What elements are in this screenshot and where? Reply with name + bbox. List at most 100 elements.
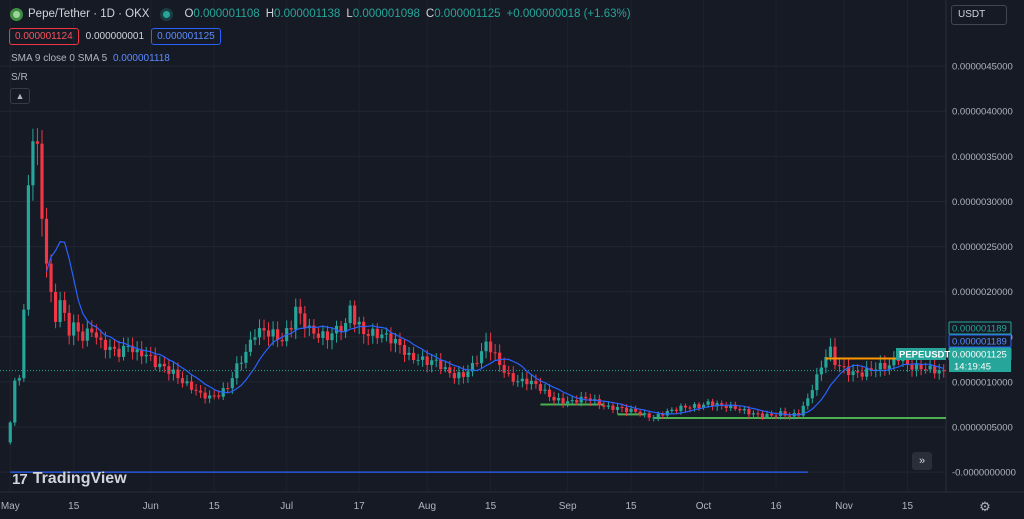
candle	[330, 328, 334, 350]
candle	[724, 402, 728, 412]
candle-body	[692, 404, 697, 408]
candles	[8, 128, 946, 445]
candle-body	[860, 372, 864, 377]
candle-body	[244, 351, 248, 363]
candle	[289, 320, 293, 338]
candle-body	[774, 415, 778, 417]
candle	[158, 356, 162, 373]
candle-body	[869, 368, 873, 371]
candle	[556, 393, 561, 406]
candle	[321, 325, 325, 346]
candle-body	[452, 373, 456, 379]
candle	[887, 358, 891, 375]
y-tick-label: 0.0000045000	[952, 62, 1013, 73]
symbol-title[interactable]: Pepe/Tether · 1D · OKX	[28, 8, 150, 20]
symbol-tag-text: PEPEUSDT	[899, 350, 950, 361]
candle	[362, 316, 366, 344]
candle-body	[937, 370, 941, 374]
candle	[683, 403, 688, 413]
x-tick-label: 15	[68, 501, 80, 512]
symbol-tag-box	[896, 348, 946, 360]
candle	[606, 401, 610, 410]
market-status-icon	[163, 10, 171, 18]
candle-body	[167, 366, 171, 374]
candle-body	[339, 325, 343, 333]
candle-body	[489, 341, 493, 353]
candle-body	[53, 291, 58, 322]
countdown-text: 14:19:45	[954, 362, 991, 373]
candle	[828, 338, 833, 362]
x-tick-label: Oct	[696, 501, 712, 512]
candle	[198, 384, 203, 399]
candle-body	[824, 356, 828, 368]
candle	[701, 402, 706, 410]
candle	[421, 350, 425, 367]
candle-body	[584, 396, 588, 399]
collapse-legend-button[interactable]: ▲	[10, 88, 30, 104]
currency-selector[interactable]: USDT	[951, 5, 1007, 25]
candle	[117, 340, 121, 363]
low-value: 0.000001098	[352, 8, 420, 20]
pepe-coin-icon	[10, 7, 23, 21]
candle	[819, 360, 823, 381]
candle	[203, 387, 207, 404]
candle	[566, 396, 570, 408]
candle	[312, 319, 316, 340]
candle	[729, 401, 733, 412]
candle	[670, 407, 674, 414]
candle	[733, 401, 737, 411]
candle-body	[72, 322, 76, 336]
candle-body	[720, 403, 724, 405]
candle-body	[516, 381, 520, 383]
candle-body	[729, 404, 733, 409]
candle	[597, 394, 601, 410]
candle	[837, 357, 842, 373]
buy-button[interactable]: 0.000001125	[151, 28, 221, 45]
candle	[760, 410, 765, 420]
candle-body	[203, 392, 207, 399]
candle-body	[398, 338, 402, 346]
y-tick-label: 0.0000030000	[952, 197, 1013, 208]
candle	[584, 392, 588, 404]
candle-body	[257, 328, 262, 338]
candle	[575, 395, 579, 406]
candle-body	[67, 312, 71, 336]
candle-body	[679, 405, 683, 411]
candle-body	[525, 378, 529, 385]
candle-body	[17, 378, 21, 381]
candle	[783, 407, 787, 420]
scroll-to-realtime-button[interactable]: »	[912, 452, 932, 470]
candle-body	[448, 367, 452, 374]
x-tick-label: Aug	[418, 501, 436, 512]
candle-body	[865, 368, 869, 377]
candle	[140, 341, 144, 365]
candle-body	[688, 407, 692, 409]
tradingview-logo[interactable]: 17 TradingView	[12, 470, 127, 488]
candle-body	[652, 417, 656, 419]
candle-body	[81, 331, 85, 341]
sr-legend[interactable]: S/R	[11, 72, 28, 83]
spread-value: 0.000000001	[85, 31, 145, 42]
candle	[615, 403, 620, 414]
candle-body	[905, 356, 910, 365]
candle	[167, 358, 171, 381]
sell-button[interactable]: 0.000001124	[9, 28, 79, 45]
sma-legend[interactable]: SMA 9 close 0 SMA 5 0.000001118	[11, 53, 170, 64]
candle	[502, 357, 506, 378]
candle	[824, 349, 828, 374]
candle-body	[425, 356, 429, 365]
gear-icon[interactable]: ⚙	[979, 499, 991, 514]
candle	[294, 298, 298, 340]
candle-body	[498, 352, 502, 366]
candle-body	[760, 413, 765, 418]
candle	[149, 346, 153, 362]
candle	[910, 357, 914, 377]
candle	[144, 346, 148, 364]
candle	[430, 354, 434, 373]
candle-body	[131, 345, 135, 353]
candle-body	[434, 359, 438, 361]
x-tick-label: May	[1, 501, 20, 512]
sma-value: 0.000001118	[112, 53, 170, 64]
axis-price-label-resistance: 0.000001189	[948, 321, 1012, 335]
